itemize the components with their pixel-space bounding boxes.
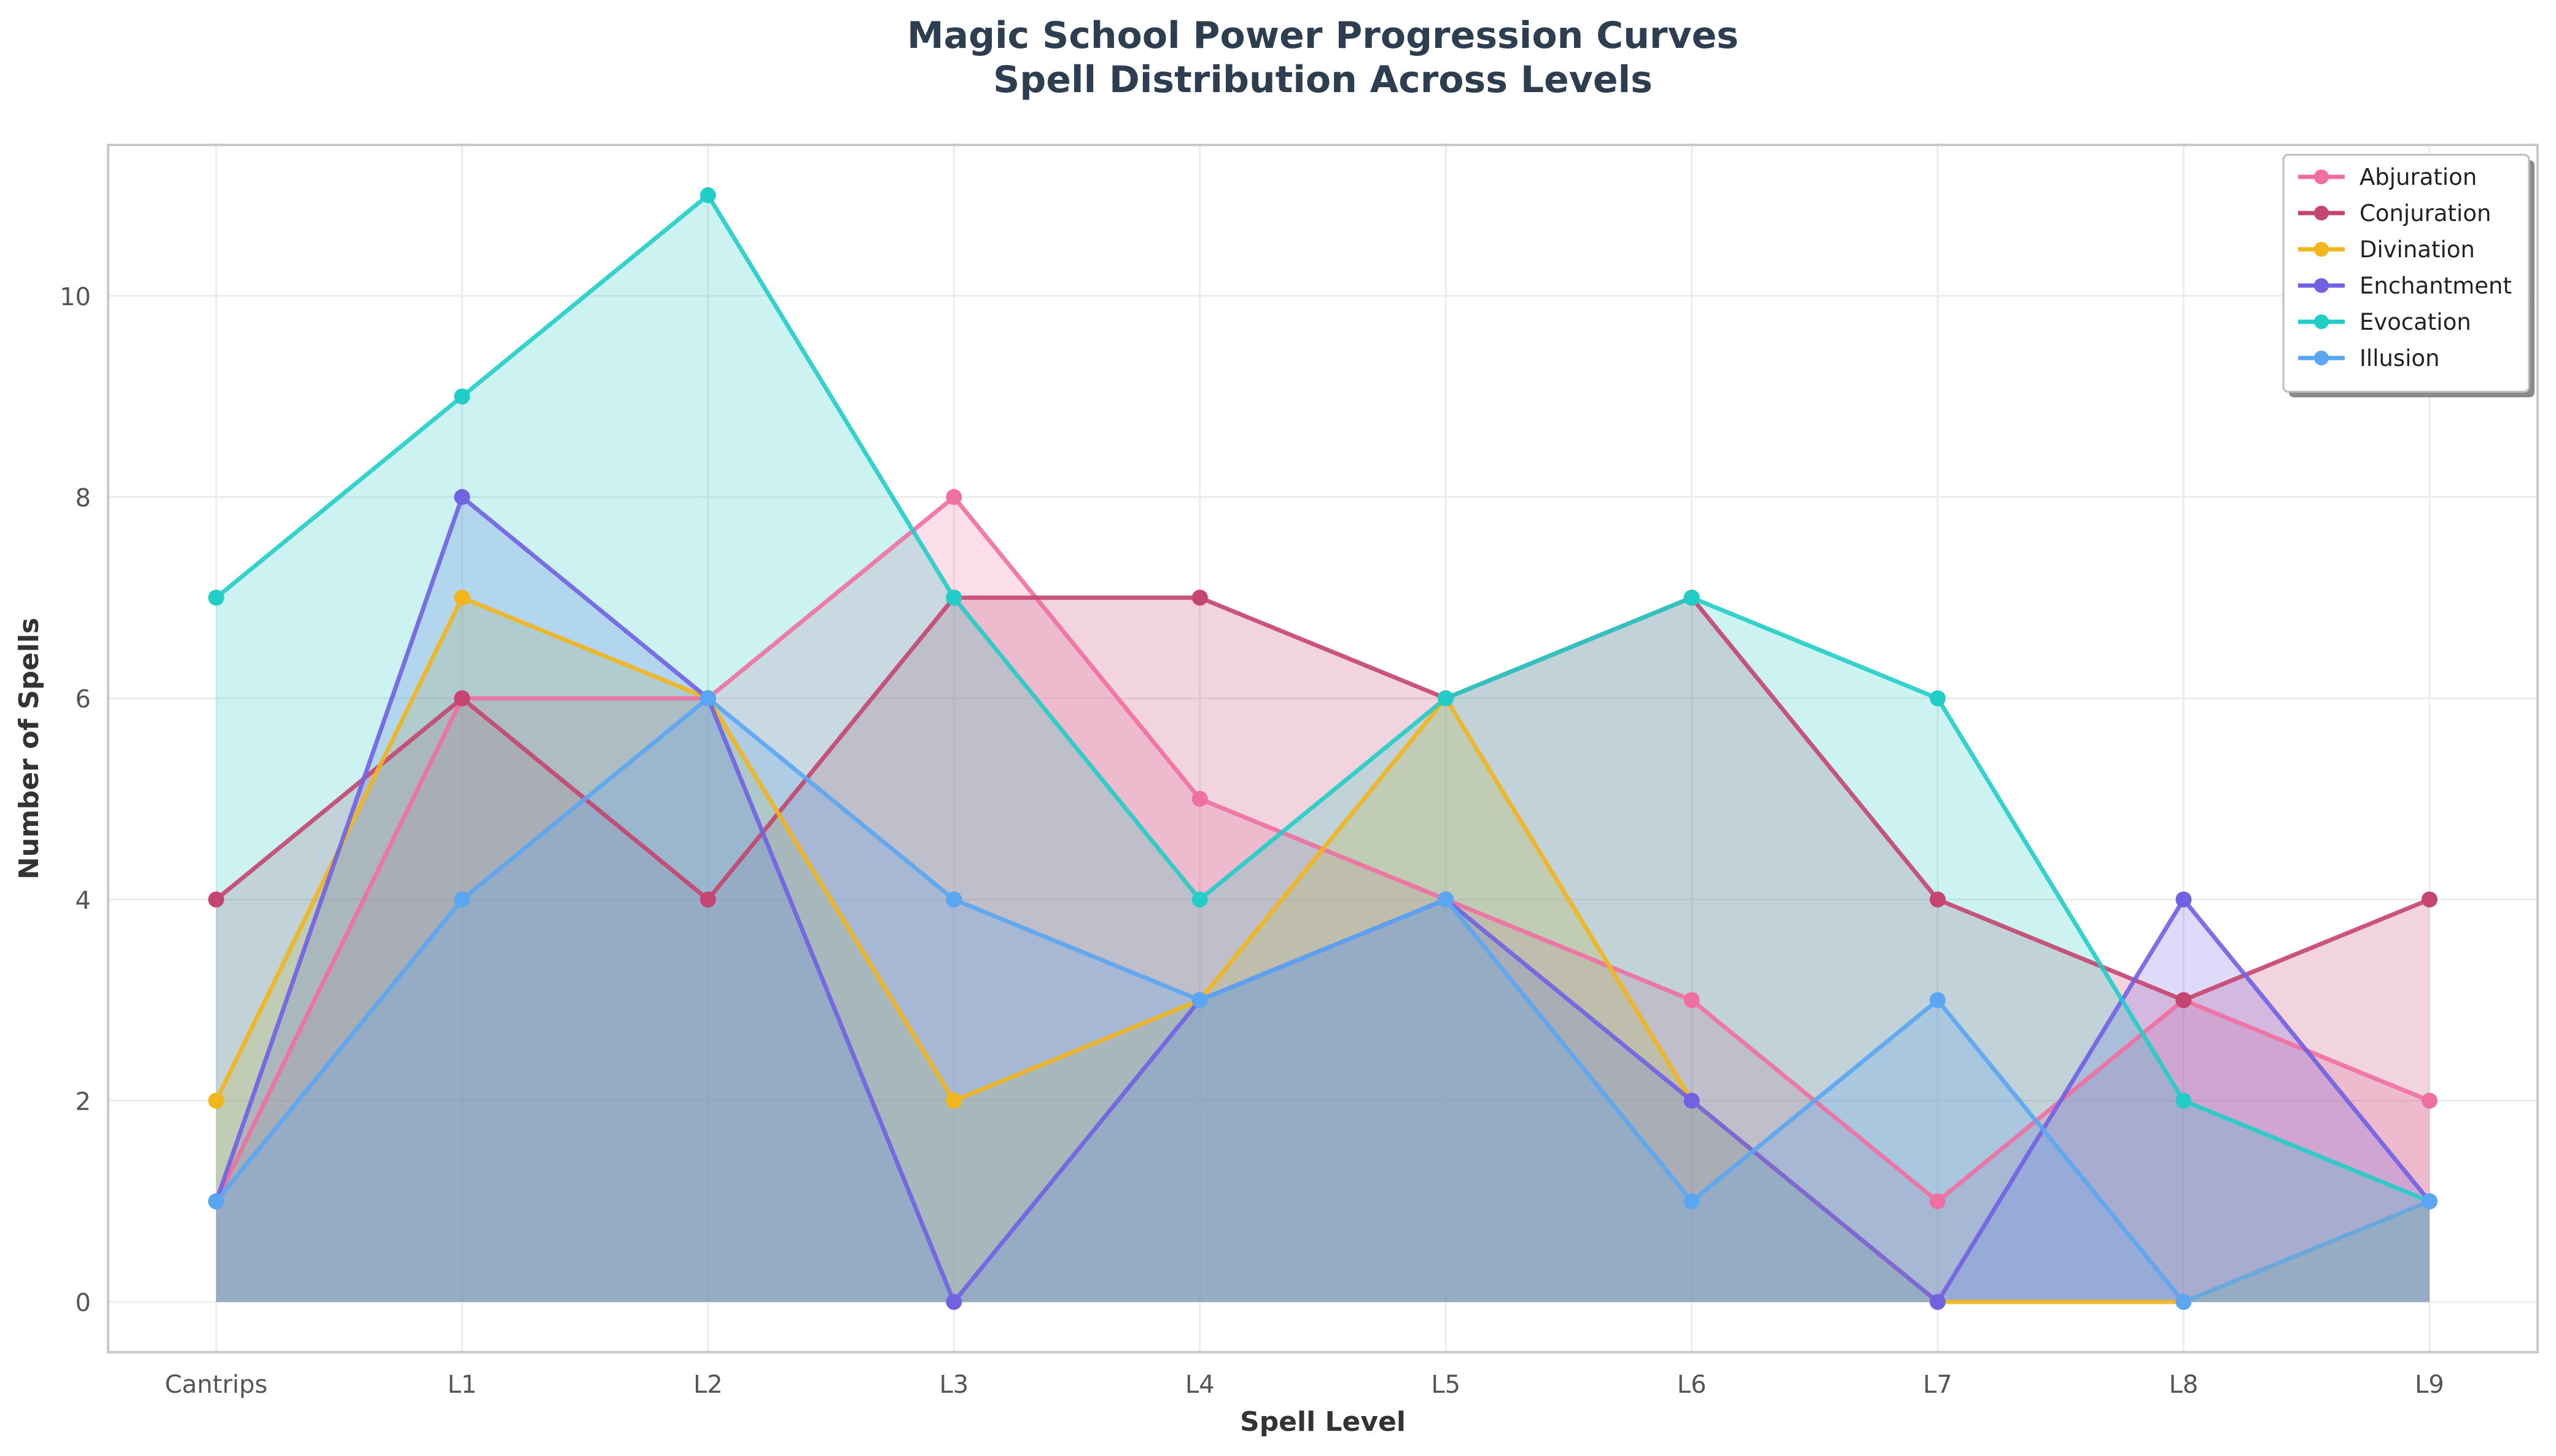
series-line-illusion — [214, 696, 2431, 1304]
legend-swatch-marker — [2314, 314, 2329, 329]
series-lines — [214, 193, 2431, 1304]
y-tick-label: 4 — [76, 887, 91, 915]
x-tick-label: L8 — [2169, 1371, 2199, 1399]
data-point-conjuration — [1930, 891, 1946, 908]
x-tick-label: L6 — [1677, 1371, 1707, 1399]
data-point-enchantment — [2175, 891, 2192, 908]
data-point-divination — [454, 590, 470, 606]
y-axis-ticks: 0 2 4 6 8 10 — [60, 283, 91, 1317]
data-point-illusion — [1683, 1193, 1700, 1210]
data-point-evocation — [2175, 1092, 2192, 1109]
data-point-evocation — [1930, 690, 1946, 707]
grid-lines — [108, 145, 2538, 1352]
data-point-abjuration — [2422, 1092, 2437, 1109]
data-point-enchantment — [1930, 1294, 1946, 1310]
data-point-enchantment — [946, 1294, 962, 1310]
chart-subtitle: Spell Distribution Across Levels — [993, 58, 1653, 101]
chart-title: Magic School Power Progression Curves — [907, 14, 1739, 57]
data-point-divination — [208, 1092, 224, 1109]
x-axis-label: Spell Level — [1240, 1406, 1406, 1438]
data-point-conjuration — [1191, 590, 1208, 606]
data-point-evocation — [946, 590, 962, 606]
data-point-evocation — [208, 590, 224, 606]
legend-label: Illusion — [2359, 345, 2440, 372]
data-point-conjuration — [208, 891, 224, 908]
data-point-evocation — [1438, 690, 1454, 707]
legend-label: Evocation — [2359, 309, 2471, 335]
legend-label: Divination — [2359, 236, 2475, 263]
data-point-conjuration — [2422, 891, 2437, 908]
legend-swatch-marker — [2314, 169, 2329, 184]
legend: Abjuration Conjuration Divination Enchantme… — [2282, 154, 2535, 397]
data-point-abjuration — [1930, 1193, 1946, 1210]
data-point-illusion — [1930, 992, 1946, 1008]
plot-frame — [107, 144, 2539, 1353]
data-point-abjuration — [1191, 790, 1208, 807]
x-tick-label: L1 — [448, 1371, 477, 1399]
y-tick-label: 10 — [60, 283, 91, 311]
legend-swatch-marker — [2314, 242, 2329, 257]
x-tick-label: L3 — [939, 1371, 968, 1399]
data-point-divination — [946, 1092, 962, 1109]
data-point-evocation — [1191, 891, 1208, 908]
legend-swatch-marker — [2314, 351, 2329, 365]
x-tick-label: L9 — [2415, 1371, 2444, 1399]
series-line-evocation — [214, 193, 2431, 1204]
legend-label: Abjuration — [2359, 164, 2477, 190]
x-tick-label: L4 — [1185, 1371, 1215, 1399]
data-point-conjuration — [699, 891, 716, 908]
data-point-enchantment — [454, 489, 470, 505]
data-point-conjuration — [2175, 992, 2192, 1008]
legend-swatch-marker — [2314, 206, 2329, 220]
y-tick-label: 6 — [76, 685, 91, 714]
data-point-illusion — [1191, 992, 1208, 1008]
data-point-illusion — [454, 891, 470, 908]
data-points — [208, 187, 2437, 1310]
legend-label: Enchantment — [2359, 273, 2512, 299]
x-tick-label: L7 — [1923, 1371, 1952, 1399]
data-point-illusion — [699, 690, 716, 707]
y-tick-label: 8 — [76, 484, 91, 512]
legend-label: Conjuration — [2359, 200, 2491, 227]
data-point-evocation — [699, 187, 716, 203]
legend-swatch-marker — [2314, 278, 2329, 293]
data-point-abjuration — [1683, 992, 1700, 1008]
data-point-conjuration — [454, 690, 470, 707]
data-point-illusion — [208, 1193, 224, 1210]
data-point-abjuration — [946, 489, 962, 505]
data-point-illusion — [1438, 891, 1454, 908]
y-tick-label: 0 — [76, 1289, 91, 1317]
x-tick-label: L5 — [1431, 1371, 1460, 1399]
x-tick-label: Cantrips — [165, 1371, 267, 1399]
y-tick-label: 2 — [76, 1088, 91, 1116]
data-point-evocation — [1683, 590, 1700, 606]
area-abjuration — [216, 497, 2429, 1302]
data-point-illusion — [946, 891, 962, 908]
data-point-illusion — [2175, 1294, 2192, 1310]
series-line-divination — [214, 595, 2431, 1304]
x-axis-ticks: Cantrips L1 L2 L3 L4 L5 L6 L7 L8 L9 — [165, 1371, 2444, 1399]
data-point-illusion — [2422, 1193, 2437, 1210]
area-evocation — [216, 195, 2429, 1302]
area-enchantment — [216, 497, 2429, 1302]
data-point-enchantment — [1683, 1092, 1700, 1109]
x-tick-label: L2 — [693, 1371, 723, 1399]
y-axis-label: Number of Spells — [14, 618, 45, 879]
data-point-evocation — [454, 388, 470, 405]
